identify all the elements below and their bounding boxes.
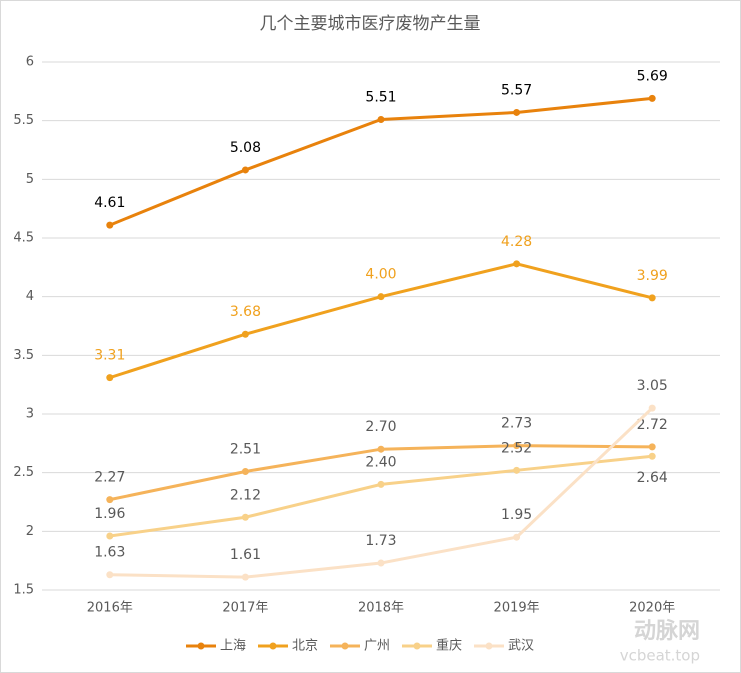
legend-marker <box>341 642 349 650</box>
chart-title: 几个主要城市医疗废物产生量 <box>260 14 481 34</box>
data-point <box>648 452 656 460</box>
data-point <box>377 559 385 567</box>
data-label: 3.99 <box>637 268 668 284</box>
data-point <box>106 532 114 540</box>
data-label: 1.61 <box>230 547 261 563</box>
y-tick-label: 2 <box>26 524 34 539</box>
data-point <box>106 374 114 382</box>
data-point <box>377 480 385 488</box>
watermark: vcbeat.top <box>620 647 700 665</box>
data-label: 1.95 <box>501 507 532 523</box>
data-point <box>241 166 249 174</box>
data-point <box>106 221 114 229</box>
data-point <box>648 443 656 451</box>
data-point <box>241 513 249 521</box>
data-label: 5.57 <box>501 82 532 98</box>
data-point <box>513 260 521 268</box>
legend-label: 重庆 <box>436 638 462 654</box>
legend-label: 武汉 <box>508 639 534 654</box>
data-label: 2.52 <box>501 440 532 456</box>
data-label: 2.73 <box>501 416 532 432</box>
data-point <box>513 533 521 541</box>
y-tick-label: 5.5 <box>13 113 34 128</box>
legend-label: 广州 <box>364 639 390 654</box>
x-tick-label: 2016年 <box>87 601 133 616</box>
y-tick-label: 6 <box>26 55 34 70</box>
data-point <box>648 94 656 102</box>
data-label: 3.05 <box>637 378 668 394</box>
data-label: 2.40 <box>365 454 396 470</box>
legend-marker <box>413 642 421 650</box>
legend-marker <box>485 642 493 650</box>
data-label: 5.08 <box>230 140 261 156</box>
data-point <box>513 466 521 474</box>
legend-label: 北京 <box>292 639 318 654</box>
data-point <box>377 293 385 301</box>
data-label: 4.28 <box>501 234 532 250</box>
data-label: 2.64 <box>637 470 668 486</box>
data-label: 5.69 <box>637 68 668 84</box>
data-point <box>241 330 249 338</box>
data-label: 1.73 <box>365 533 396 549</box>
data-point <box>241 467 249 475</box>
x-tick-label: 2017年 <box>222 601 268 616</box>
x-tick-label: 2018年 <box>358 601 404 616</box>
data-point <box>513 108 521 116</box>
x-tick-label: 2020年 <box>629 601 675 616</box>
data-label: 2.27 <box>94 470 125 486</box>
data-point <box>106 496 114 504</box>
legend-marker <box>197 642 205 650</box>
data-label: 4.61 <box>94 195 125 211</box>
data-label: 1.63 <box>94 545 125 561</box>
data-label: 2.12 <box>230 487 261 503</box>
y-tick-label: 4.5 <box>13 231 34 246</box>
data-point <box>648 404 656 412</box>
data-label: 2.72 <box>637 417 668 433</box>
x-tick-label: 2019年 <box>494 601 540 616</box>
data-label: 1.96 <box>94 506 125 522</box>
data-label: 5.51 <box>365 89 396 105</box>
y-tick-label: 4 <box>26 289 34 304</box>
y-tick-label: 5 <box>26 172 34 187</box>
legend-marker <box>269 642 277 650</box>
y-tick-label: 3.5 <box>13 348 34 363</box>
legend-label: 上海 <box>220 639 246 654</box>
y-tick-label: 2.5 <box>13 465 34 480</box>
data-point <box>648 294 656 302</box>
data-point <box>513 442 521 450</box>
data-label: 3.68 <box>230 304 261 320</box>
data-label: 4.00 <box>365 267 396 283</box>
data-label: 2.51 <box>230 441 261 457</box>
data-point <box>106 571 114 579</box>
data-label: 3.31 <box>94 348 125 364</box>
data-point <box>241 573 249 581</box>
y-tick-label: 3 <box>26 407 34 422</box>
y-tick-label: 1.5 <box>13 583 34 598</box>
data-label: 2.70 <box>365 419 396 435</box>
data-point <box>377 445 385 453</box>
data-point <box>377 115 385 123</box>
watermark: 动脉网 <box>634 619 700 644</box>
